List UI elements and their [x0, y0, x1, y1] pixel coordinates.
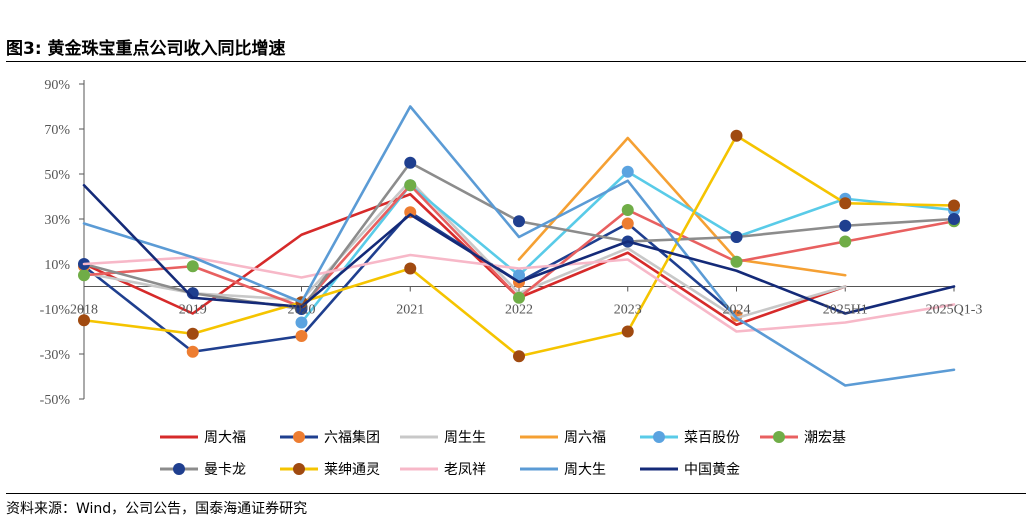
legend-label: 周六福 — [564, 430, 606, 446]
data-point — [78, 314, 90, 327]
series-line — [82, 210, 738, 354]
y-tick-label: 90% — [44, 78, 70, 93]
x-tick-label: 2018 — [70, 303, 98, 318]
legend-item: 周生生 — [400, 430, 486, 446]
x-tick-label: 2019 — [179, 303, 207, 318]
x-tick-label: 2025H1 — [823, 303, 868, 318]
data-point — [621, 204, 634, 216]
data-point — [621, 217, 634, 230]
x-tick-labels: 2018 2019 2020 2021 2022 2023 2024 2025H1 2025Q1… — [70, 303, 982, 318]
series-line — [517, 136, 847, 277]
series-4 — [517, 136, 847, 277]
y-tick-label: -30% — [40, 348, 71, 363]
data-point — [513, 269, 525, 282]
x-tick-label: 2023 — [614, 303, 642, 318]
legend-item: 老凤祥 — [400, 462, 486, 478]
legend-item: 莱绅通灵 — [280, 462, 380, 478]
legend-swatch-marker — [653, 431, 665, 443]
data-point — [948, 199, 960, 212]
series-3 — [82, 179, 847, 320]
legend-label: 周生生 — [444, 430, 486, 446]
data-point — [404, 179, 417, 192]
legend-swatch-marker — [173, 463, 185, 475]
legend-swatch-marker — [773, 431, 785, 443]
data-point — [730, 255, 743, 268]
data-point — [839, 219, 852, 232]
source-rule — [6, 493, 1026, 494]
legend-item: 曼卡龙 — [160, 462, 246, 478]
data-point — [621, 165, 634, 178]
series-line — [82, 179, 847, 320]
data-point — [839, 197, 852, 210]
x-tick-label: 2020 — [288, 303, 316, 318]
source-note: 资料来源：Wind，公司公告，国泰海通证券研究 — [6, 501, 308, 517]
data-point — [513, 291, 525, 304]
legend-swatch-marker — [293, 463, 305, 475]
legend-label: 曼卡龙 — [204, 462, 246, 478]
data-point — [186, 345, 199, 358]
x-tick-label: 2021 — [396, 303, 424, 318]
data-point — [513, 215, 525, 228]
legend-label: 潮宏基 — [804, 429, 846, 446]
chart-series — [78, 105, 960, 387]
data-point — [730, 129, 743, 142]
data-point — [621, 325, 634, 338]
series-8 — [78, 129, 960, 363]
legend-label: 老凤祥 — [444, 462, 486, 478]
data-point — [404, 156, 417, 169]
legend-item: 菜百股份 — [640, 430, 740, 446]
y-tick-label: -10% — [40, 303, 71, 318]
series-line — [82, 105, 956, 387]
legend-item: 周六福 — [520, 430, 606, 446]
y-tick-label: 70% — [44, 123, 70, 138]
legend-swatch-marker — [293, 431, 305, 443]
data-point — [186, 260, 199, 273]
series-line — [82, 253, 956, 333]
x-tick-label: 2022 — [505, 303, 533, 318]
series-11 — [82, 183, 956, 315]
data-point — [295, 330, 308, 342]
y-tick-label: -50% — [40, 393, 71, 408]
title-rule — [6, 61, 1026, 62]
data-point — [839, 235, 852, 248]
legend-label: 中国黄金 — [684, 461, 740, 478]
series-9 — [82, 253, 956, 333]
legend-label: 周大福 — [204, 430, 246, 446]
x-tick-label: 2024 — [723, 303, 751, 318]
data-point — [730, 231, 743, 243]
legend-item: 六福集团 — [280, 429, 380, 446]
data-point — [295, 316, 308, 329]
legend-item: 潮宏基 — [760, 429, 846, 446]
legend-label: 六福集团 — [324, 429, 380, 446]
data-point — [78, 269, 90, 282]
x-tick-label: 2025Q1-3 — [926, 303, 983, 318]
y-tick-label: 50% — [44, 168, 70, 183]
legend-label: 周大生 — [564, 462, 606, 478]
data-point — [513, 350, 525, 363]
legend-item: 周大生 — [520, 462, 606, 478]
y-tick-label: 30% — [44, 213, 70, 228]
series-10 — [82, 105, 956, 387]
legend-item: 周大福 — [160, 430, 246, 446]
series-line — [82, 183, 956, 315]
data-point — [404, 262, 417, 275]
data-point — [948, 213, 960, 225]
data-point — [186, 327, 199, 340]
legend-label: 菜百股份 — [684, 430, 740, 446]
chart-axes: -50% -30% -10% 10% 30% 50% 70% 90% — [40, 78, 955, 408]
legend-label: 莱绅通灵 — [324, 462, 380, 478]
y-tick-label: 10% — [44, 258, 70, 273]
legend-item: 中国黄金 — [640, 461, 740, 478]
figure-title: 图3: 黄金珠宝重点公司收入同比增速 — [6, 39, 286, 59]
